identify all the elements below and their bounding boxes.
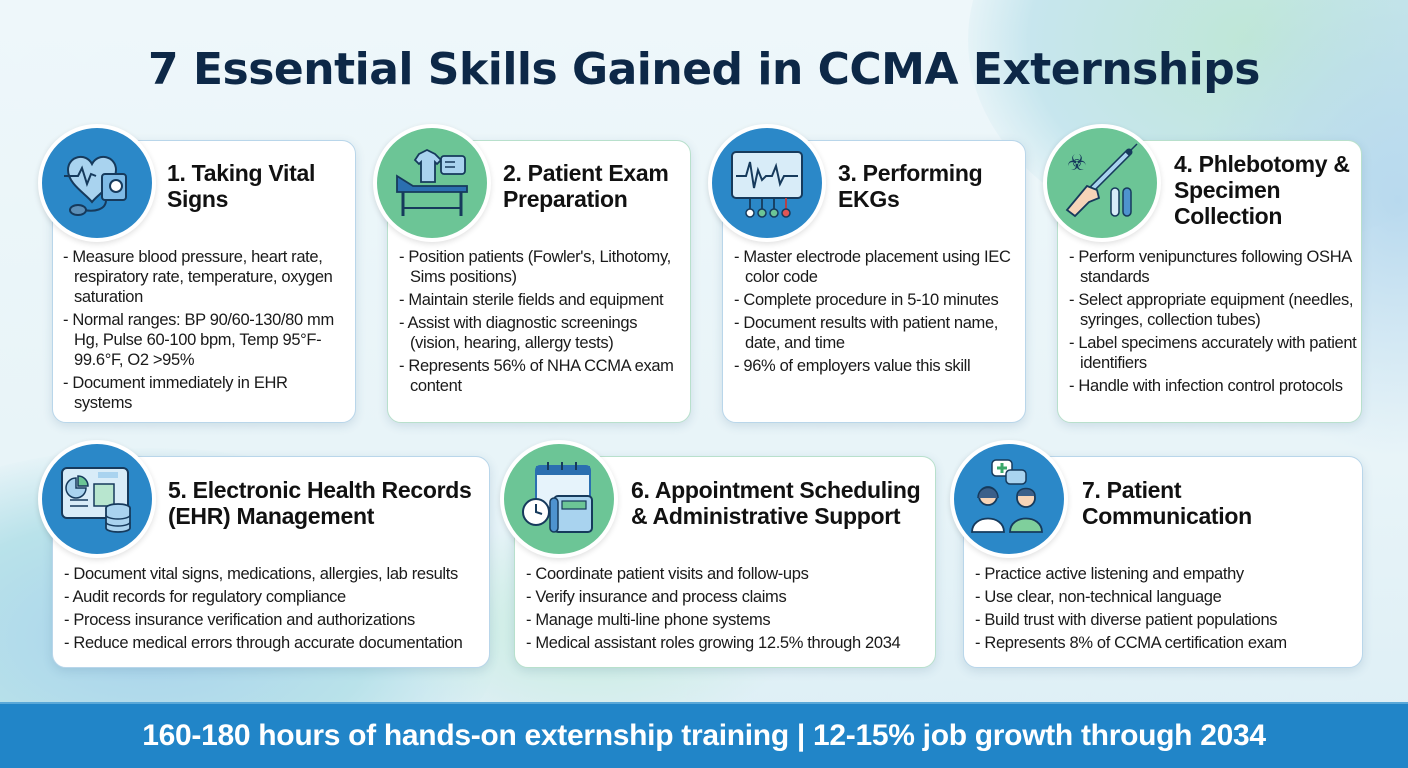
bullet-item: Build trust with diverse patient populat… [975,610,1360,630]
bullet-item: Position patients (Fowler's, Lithotomy, … [399,247,684,287]
card-title: 4. Phlebotomy & Specimen Collection [1174,151,1350,229]
bullet-list: Master electrode placement using IEC col… [734,247,1019,379]
ekg-monitor-icon [708,124,826,242]
bullet-item: Maintain sterile fields and equipment [399,290,684,310]
svg-text:☣: ☣ [1067,150,1087,175]
bullet-list: Perform venipunctures following OSHA sta… [1069,247,1359,399]
bullet-list: Measure blood pressure, heart rate, resp… [63,247,345,416]
bullet-item: Master electrode placement using IEC col… [734,247,1019,287]
bullet-item: Process insurance verification and autho… [64,610,486,630]
bullet-item: Represents 56% of NHA CCMA exam content [399,356,684,396]
card-title: 6. Appointment Scheduling & Administrati… [631,477,921,529]
calendar-phone-icon [500,440,618,558]
card-title: 7. Patient Communication [1082,477,1252,529]
heart-blood-pressure-icon [38,124,156,242]
bullet-item: Reduce medical errors through accurate d… [64,633,486,653]
bullet-item: Normal ranges: BP 90/60-130/80 mm Hg, Pu… [63,310,345,370]
bullet-item: Use clear, non-technical language [975,587,1360,607]
bullet-item: Manage multi-line phone systems [526,610,931,630]
exam-table-icon [373,124,491,242]
bullet-item: Verify insurance and process claims [526,587,931,607]
bullet-item: Label specimens accurately with patient … [1069,333,1359,373]
bullet-item: Document vital signs, medications, aller… [64,564,486,584]
bullet-list: Practice active listening and empathy Us… [975,564,1360,656]
bullet-item: Complete procedure in 5-10 minutes [734,290,1019,310]
card-title: 3. Performing EKGs [838,160,983,212]
bullet-item: Perform venipunctures following OSHA sta… [1069,247,1359,287]
tablet-database-icon [38,440,156,558]
bullet-item: Represents 8% of CCMA certification exam [975,633,1360,653]
bullet-item: Assist with diagnostic screenings (visio… [399,313,684,353]
card-title: 5. Electronic Health Records (EHR) Manag… [168,477,472,529]
bullet-item: Audit records for regulatory compliance [64,587,486,607]
footer-banner: 160-180 hours of hands-on externship tra… [0,702,1408,768]
bullet-list: Position patients (Fowler's, Lithotomy, … [399,247,684,399]
bullet-item: 96% of employers value this skill [734,356,1019,376]
card-title: 1. Taking Vital Signs [167,160,316,212]
doctor-patient-chat-icon [950,440,1068,558]
bullet-list: Coordinate patient visits and follow-ups… [526,564,931,656]
bullet-item: Handle with infection control protocols [1069,376,1359,396]
page-title: 7 Essential Skills Gained in CCMA Extern… [148,44,1260,95]
bullet-item: Select appropriate equipment (needles, s… [1069,290,1359,330]
syringe-test-tubes-icon: ☣ [1043,124,1161,242]
footer-text: 160-180 hours of hands-on externship tra… [142,719,1266,752]
bullet-list: Document vital signs, medications, aller… [64,564,486,656]
bullet-item: Document immediately in EHR systems [63,373,345,413]
bullet-item: Coordinate patient visits and follow-ups [526,564,931,584]
bullet-item: Medical assistant roles growing 12.5% th… [526,633,931,653]
bullet-item: Document results with patient name, date… [734,313,1019,353]
card-title: 2. Patient Exam Preparation [503,160,669,212]
bullet-item: Practice active listening and empathy [975,564,1360,584]
bullet-item: Measure blood pressure, heart rate, resp… [63,247,345,307]
